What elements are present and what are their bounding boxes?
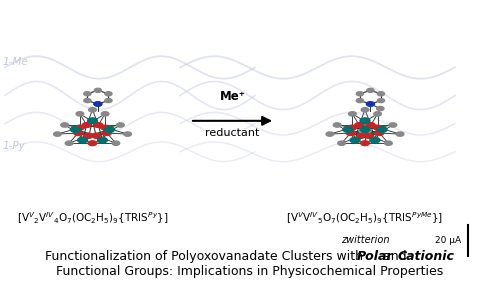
Circle shape	[94, 102, 102, 106]
Circle shape	[360, 141, 370, 146]
Circle shape	[348, 112, 356, 116]
Text: Functionalization of Polyoxovanadate Clusters with: Functionalization of Polyoxovanadate Clu…	[45, 250, 367, 263]
Circle shape	[378, 99, 384, 103]
Circle shape	[112, 141, 120, 145]
Circle shape	[94, 102, 102, 106]
Circle shape	[102, 131, 111, 135]
Text: and: and	[379, 250, 410, 263]
Circle shape	[396, 132, 404, 136]
Text: 1-Py: 1-Py	[2, 141, 25, 151]
Text: reductant: reductant	[206, 128, 260, 138]
Text: 1-Me: 1-Me	[2, 57, 28, 67]
Circle shape	[88, 118, 98, 123]
Circle shape	[376, 106, 384, 111]
Circle shape	[82, 123, 91, 127]
Circle shape	[94, 123, 102, 127]
Circle shape	[124, 132, 132, 136]
Circle shape	[367, 88, 374, 92]
Circle shape	[326, 132, 334, 136]
Circle shape	[78, 137, 88, 143]
Text: Me⁺: Me⁺	[220, 90, 246, 103]
Circle shape	[360, 127, 370, 132]
Circle shape	[70, 127, 81, 132]
Circle shape	[84, 133, 93, 138]
Circle shape	[357, 133, 366, 138]
Circle shape	[366, 123, 375, 127]
Circle shape	[88, 108, 96, 112]
Circle shape	[348, 125, 356, 130]
Circle shape	[377, 127, 387, 132]
Circle shape	[116, 123, 124, 127]
Circle shape	[374, 112, 382, 116]
Circle shape	[104, 127, 115, 132]
Circle shape	[350, 137, 360, 143]
Circle shape	[374, 125, 382, 130]
Circle shape	[105, 99, 112, 103]
Text: Cationic: Cationic	[398, 250, 455, 263]
Circle shape	[102, 112, 109, 116]
Circle shape	[356, 99, 364, 103]
Circle shape	[356, 92, 364, 96]
Circle shape	[384, 141, 392, 145]
Circle shape	[88, 141, 97, 146]
Circle shape	[364, 133, 373, 138]
Text: 20 μA: 20 μA	[436, 236, 462, 245]
Circle shape	[346, 131, 355, 135]
Circle shape	[61, 123, 68, 127]
Circle shape	[92, 133, 100, 138]
Circle shape	[370, 137, 380, 143]
Circle shape	[361, 108, 369, 112]
Circle shape	[378, 92, 384, 96]
Circle shape	[76, 125, 84, 130]
Circle shape	[84, 99, 91, 103]
Text: [V$^V$V$^{IV}$$_5$O$_7$(OC$_2$H$_5$)$_9${TRIS$^{PyMe}$}]: [V$^V$V$^{IV}$$_5$O$_7$(OC$_2$H$_5$)$_9$…	[286, 210, 444, 226]
Circle shape	[66, 141, 73, 145]
Circle shape	[105, 92, 112, 96]
Circle shape	[355, 123, 364, 127]
Circle shape	[343, 127, 353, 132]
Circle shape	[54, 132, 61, 136]
Text: zwitterion: zwitterion	[341, 235, 389, 245]
Circle shape	[375, 131, 384, 135]
Circle shape	[334, 123, 341, 127]
Circle shape	[360, 118, 370, 123]
Circle shape	[367, 102, 374, 106]
Circle shape	[76, 112, 84, 116]
Text: Polar: Polar	[356, 250, 393, 263]
Circle shape	[74, 131, 82, 135]
Circle shape	[101, 125, 110, 130]
Circle shape	[84, 92, 91, 96]
Text: [V$^V$$_2$V$^{IV}$$_4$O$_7$(OC$_2$H$_5$)$_9${TRIS$^{Py}$}]: [V$^V$$_2$V$^{IV}$$_4$O$_7$(OC$_2$H$_5$)…	[17, 210, 168, 226]
Circle shape	[338, 141, 345, 145]
Circle shape	[94, 88, 102, 92]
Circle shape	[98, 137, 108, 143]
Circle shape	[389, 123, 396, 127]
Circle shape	[366, 102, 374, 106]
Text: Functional Groups: Implications in Physicochemical Properties: Functional Groups: Implications in Physi…	[56, 265, 444, 278]
